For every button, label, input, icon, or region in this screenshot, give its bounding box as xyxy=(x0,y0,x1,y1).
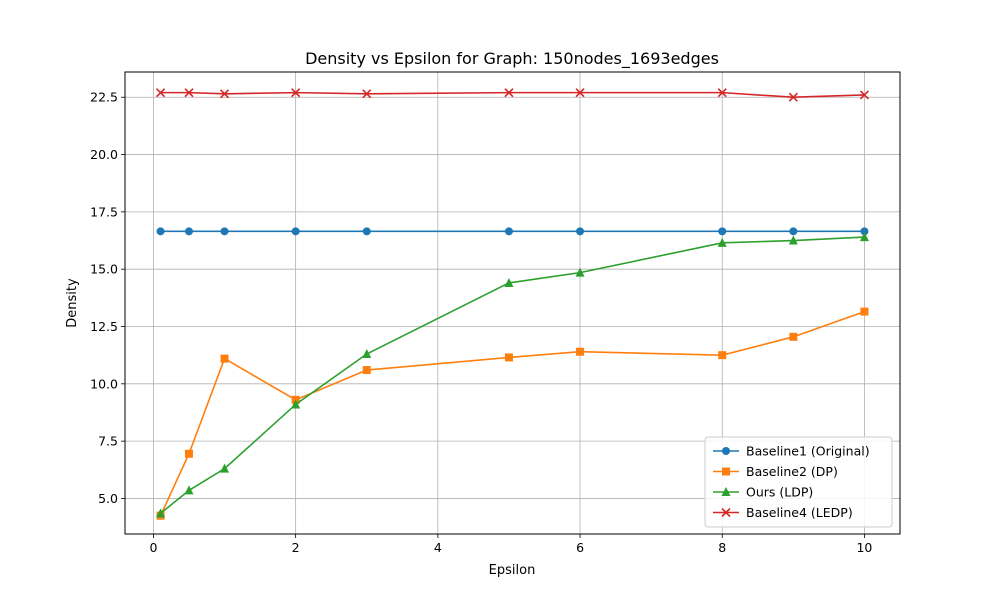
legend-marker xyxy=(722,447,730,455)
legend-label: Ours (LDP) xyxy=(746,485,813,500)
legend-entry: Baseline4 (LEDP) xyxy=(713,505,853,520)
legend-label: Baseline2 (DP) xyxy=(746,464,838,479)
data-point xyxy=(220,354,229,363)
data-point xyxy=(576,227,585,236)
data-point xyxy=(789,227,798,236)
y-tick-label: 12.5 xyxy=(90,319,118,334)
data-point xyxy=(575,267,585,277)
data-point xyxy=(156,227,165,236)
axes-group: 0 2 4 6 8 10 5.0 7.5 10.0 12.5 15.0 17.5 20.0 22.5 xyxy=(90,90,872,555)
data-point xyxy=(184,227,193,236)
data-point xyxy=(860,307,869,316)
data-point xyxy=(184,88,194,98)
series-group xyxy=(155,88,870,520)
x-tick-label: 8 xyxy=(718,540,726,555)
data-point xyxy=(362,89,372,99)
data-point xyxy=(859,232,869,242)
y-tick-label: 20.0 xyxy=(90,147,118,162)
data-point xyxy=(575,88,585,98)
data-point xyxy=(718,351,727,360)
y-tick-label: 10.0 xyxy=(90,376,118,391)
data-point xyxy=(156,508,166,518)
data-point xyxy=(362,227,371,236)
data-point xyxy=(362,349,372,359)
plot-frame xyxy=(124,71,901,535)
series-line xyxy=(160,91,865,99)
data-point xyxy=(504,353,513,362)
legend: Baseline1 (Original) Baseline2 (DP) Ours (… xyxy=(704,436,893,528)
data-point xyxy=(184,449,193,458)
data-point xyxy=(220,227,229,236)
legend-marker xyxy=(722,467,730,476)
y-tick-label: 22.5 xyxy=(90,90,118,105)
data-point xyxy=(859,90,870,100)
x-tick-label: 4 xyxy=(434,540,442,555)
series-line xyxy=(160,236,865,514)
y-tick-label: 17.5 xyxy=(90,204,118,219)
x-axis-title: Epsilon xyxy=(489,563,536,578)
legend-label: Baseline4 (LEDP) xyxy=(746,505,853,520)
data-point xyxy=(576,347,585,356)
legend-entry: Baseline1 (Original) xyxy=(713,444,870,459)
legend-marker xyxy=(721,507,731,518)
data-point xyxy=(219,89,230,99)
data-point xyxy=(291,399,301,409)
y-tick-label: 7.5 xyxy=(98,434,118,449)
data-point xyxy=(155,88,166,98)
legend-marker xyxy=(721,487,731,496)
x-tick-label: 6 xyxy=(576,540,584,555)
x-tick-label: 0 xyxy=(149,540,157,555)
y-tick-label: 5.0 xyxy=(98,491,118,506)
data-point xyxy=(788,92,798,102)
x-tick-label: 2 xyxy=(292,540,300,555)
data-point xyxy=(860,227,869,236)
chart-title: Density vs Epsilon for Graph: 150nodes_1… xyxy=(305,49,719,69)
data-point xyxy=(291,227,300,236)
data-point xyxy=(717,88,727,98)
legend-entry: Baseline2 (DP) xyxy=(713,464,838,479)
legend-entry: Ours (LDP) xyxy=(713,485,813,500)
data-point xyxy=(184,485,194,495)
data-point xyxy=(220,463,230,473)
series-line xyxy=(159,310,865,516)
data-point xyxy=(717,237,727,247)
y-axis-title: Density xyxy=(65,278,80,328)
data-point xyxy=(504,277,514,287)
x-tick-label: 10 xyxy=(856,540,872,555)
legend-box xyxy=(704,436,893,528)
series xyxy=(155,88,870,102)
legend-label: Baseline1 (Original) xyxy=(746,444,870,459)
data-point xyxy=(788,235,798,245)
y-tick-label: 15.0 xyxy=(90,262,118,277)
data-point xyxy=(362,366,371,375)
data-point xyxy=(504,227,513,236)
series xyxy=(156,227,869,236)
data-point xyxy=(291,88,301,98)
data-point xyxy=(789,332,798,341)
data-point xyxy=(718,227,727,236)
data-point xyxy=(504,88,514,98)
series xyxy=(156,232,869,518)
